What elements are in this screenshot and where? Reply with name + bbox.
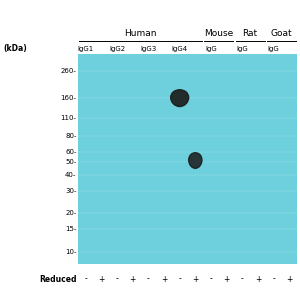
Text: IgG1: IgG1 — [78, 46, 94, 52]
Ellipse shape — [171, 90, 189, 106]
Text: 80-: 80- — [65, 133, 76, 139]
Text: 60-: 60- — [65, 149, 76, 155]
Text: 15-: 15- — [65, 226, 76, 232]
Text: -: - — [210, 274, 212, 284]
Text: 30-: 30- — [65, 188, 76, 194]
Text: 110-: 110- — [61, 115, 76, 121]
Text: Rat: Rat — [242, 28, 258, 38]
Text: 20-: 20- — [65, 210, 76, 216]
Text: -: - — [116, 274, 118, 284]
Text: Reduced: Reduced — [39, 274, 76, 284]
Text: -: - — [272, 274, 275, 284]
Text: +: + — [224, 274, 230, 284]
Text: IgG2: IgG2 — [109, 46, 125, 52]
Text: IgG4: IgG4 — [172, 46, 188, 52]
Text: +: + — [255, 274, 261, 284]
Ellipse shape — [189, 153, 202, 168]
Text: +: + — [192, 274, 199, 284]
Text: Human: Human — [124, 28, 157, 38]
Text: 160-: 160- — [61, 94, 76, 100]
Text: Goat: Goat — [271, 28, 292, 38]
Text: +: + — [98, 274, 105, 284]
Text: -: - — [178, 274, 181, 284]
Text: -: - — [241, 274, 244, 284]
Text: Mouse: Mouse — [204, 28, 233, 38]
Text: 10-: 10- — [65, 249, 76, 255]
Text: -: - — [147, 274, 150, 284]
Text: 40-: 40- — [65, 172, 76, 178]
Text: 50-: 50- — [65, 159, 76, 165]
Text: IgG3: IgG3 — [140, 46, 157, 52]
Text: +: + — [161, 274, 167, 284]
Text: +: + — [130, 274, 136, 284]
Text: -: - — [84, 274, 87, 284]
Text: IgG: IgG — [236, 46, 248, 52]
Text: +: + — [286, 274, 292, 284]
Text: IgG: IgG — [268, 46, 279, 52]
Text: 260-: 260- — [61, 68, 76, 74]
Text: (kDa): (kDa) — [3, 44, 27, 52]
Text: IgG: IgG — [205, 46, 217, 52]
